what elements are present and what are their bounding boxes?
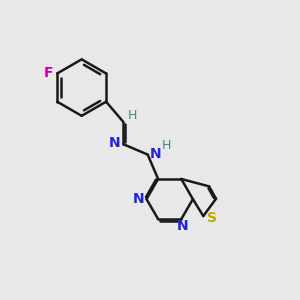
- Text: H: H: [161, 139, 171, 152]
- Text: N: N: [132, 192, 144, 206]
- Text: N: N: [109, 136, 121, 150]
- Text: H: H: [128, 109, 137, 122]
- Text: N: N: [177, 219, 189, 232]
- Text: S: S: [207, 211, 217, 225]
- Text: N: N: [149, 147, 161, 161]
- Text: F: F: [44, 66, 54, 80]
